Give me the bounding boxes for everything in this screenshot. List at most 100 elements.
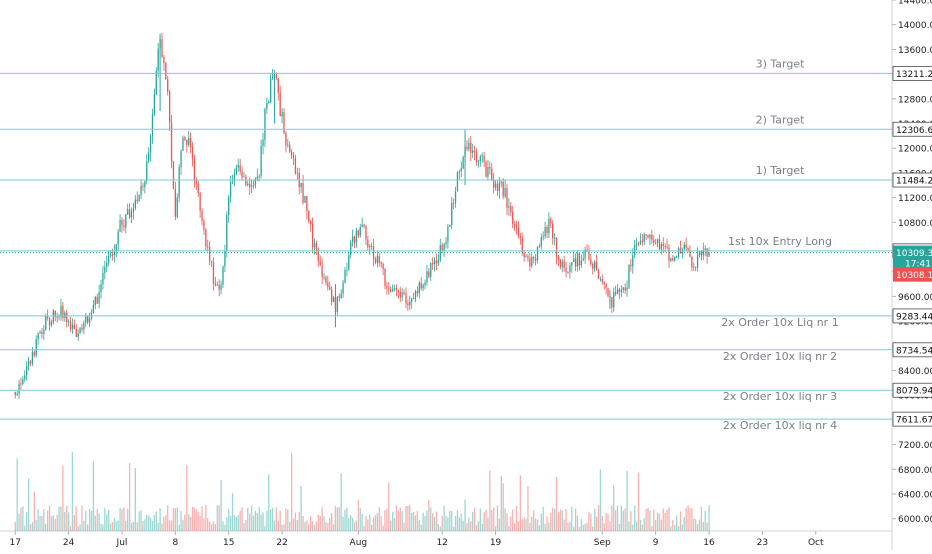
candle-body	[315, 243, 318, 250]
volume-bar	[664, 513, 666, 531]
candle-body	[367, 239, 369, 248]
volume-bar	[464, 499, 466, 531]
candle-body	[14, 392, 16, 396]
candle-body	[687, 247, 689, 250]
candle-body	[569, 265, 571, 273]
time-axis[interactable]: 17 24 Jul 8 15 22 Aug 12 19 Sep 9 16 23 Oct	[10, 531, 824, 548]
candle-body	[382, 263, 384, 270]
price-tick-label: 9600.00	[898, 293, 932, 303]
candle-body	[138, 195, 140, 202]
grid	[0, 0, 893, 550]
volume-bar	[216, 505, 218, 531]
price-axis[interactable]: 14400.0014000.0013600.0013200.0012800.00…	[892, 0, 932, 525]
candle-body	[254, 178, 257, 186]
candle-body	[510, 206, 512, 213]
volume-bar	[624, 508, 626, 531]
volume-bar	[144, 519, 146, 531]
candle-body	[544, 227, 546, 237]
volume-bar	[388, 482, 390, 531]
volume-bar	[553, 508, 556, 531]
time-tick-label: Sep	[594, 538, 611, 548]
candle-body	[176, 197, 178, 217]
volume-bar	[458, 517, 460, 531]
candle-body	[94, 296, 96, 306]
volume-bar	[626, 470, 628, 531]
candle-body	[29, 361, 32, 364]
volume-bar	[102, 524, 104, 531]
volume-bar	[628, 521, 630, 531]
time-tick-label: Oct	[808, 538, 824, 548]
volume-bar	[542, 506, 544, 531]
volume-bar	[473, 507, 476, 531]
candle-body	[127, 209, 129, 215]
volume-bar	[391, 511, 394, 531]
volume-bar	[281, 524, 283, 531]
candle-body	[119, 220, 121, 232]
candle-body	[73, 324, 75, 330]
volume-bar	[462, 520, 464, 531]
candle-body	[588, 251, 590, 260]
candle-body	[256, 176, 258, 179]
volume-bar	[660, 519, 663, 531]
volume-bar	[675, 515, 678, 531]
candle-body	[489, 166, 491, 169]
candle-body	[77, 333, 79, 337]
candle-body	[46, 316, 49, 318]
candle-body	[33, 352, 35, 356]
volume-bar	[409, 505, 411, 531]
candle-body	[439, 245, 441, 260]
volume-bar	[382, 525, 384, 531]
candle-body	[696, 254, 699, 268]
candle-body	[374, 258, 377, 263]
candle-body	[616, 289, 619, 295]
candle-body	[397, 290, 400, 292]
candle-body	[264, 109, 266, 140]
volume-bar	[289, 521, 291, 531]
candle-body	[64, 312, 66, 319]
candle-body	[428, 271, 430, 277]
level-label: 2x Order 10x liq nr 4	[723, 419, 837, 432]
candle-body	[285, 132, 287, 146]
level-lines: 3) Target 2) Target 1) Target 1st 10x Entry…	[0, 57, 892, 432]
volume-bar	[83, 520, 85, 531]
volume-bar	[563, 519, 565, 531]
volume-bar	[586, 522, 588, 531]
volume-bar	[300, 486, 302, 531]
volume-bar	[298, 511, 300, 531]
volume-bar	[94, 515, 96, 531]
volume-bar	[576, 515, 579, 531]
time-tick-label: 23	[757, 538, 768, 548]
volume-bar	[634, 506, 636, 531]
candle-body	[704, 248, 706, 250]
candle-body	[22, 379, 24, 384]
candle-body	[235, 167, 237, 175]
volume-bar	[254, 510, 257, 531]
candle-body	[630, 264, 632, 267]
candle-body	[245, 176, 247, 186]
candle-body	[365, 226, 367, 240]
candle-body	[466, 146, 468, 150]
volume-bar	[687, 505, 689, 531]
candle-body	[125, 214, 127, 228]
volume-bar	[29, 524, 32, 531]
volume-bar	[304, 521, 306, 531]
volume-bar	[435, 511, 438, 531]
candle-body	[329, 286, 331, 290]
candle-body	[35, 339, 37, 356]
volume-bar	[605, 513, 607, 531]
candle-body	[380, 262, 382, 264]
candle-body	[369, 246, 371, 248]
candle-body	[430, 262, 432, 277]
candle-body	[140, 185, 142, 196]
volume-bar	[159, 508, 161, 531]
candle-body	[613, 292, 615, 308]
candle-body	[399, 291, 401, 298]
candle-body	[226, 215, 228, 251]
volume-bar	[207, 518, 209, 531]
candle-body	[106, 262, 108, 268]
candle-body	[605, 283, 607, 289]
volume-bar	[119, 508, 121, 531]
price-tick-label: 6800.00	[898, 466, 932, 476]
